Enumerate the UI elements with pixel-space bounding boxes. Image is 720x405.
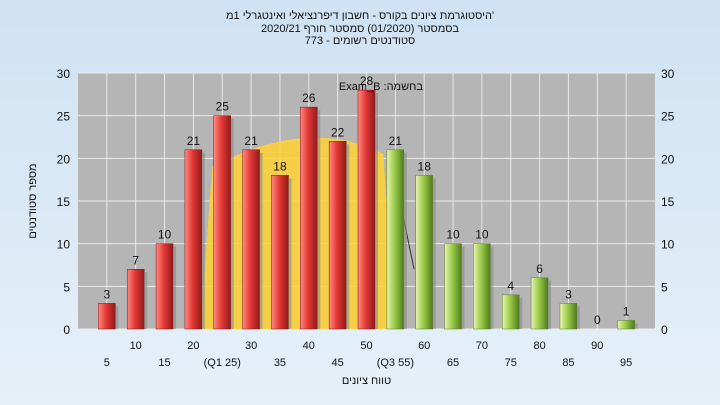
x-tick-label: (Q3 55)	[377, 357, 414, 369]
x-tick-label: 10	[130, 340, 142, 352]
bar-45	[328, 141, 347, 330]
bar-value-label: 25	[216, 100, 230, 114]
bar-shadow	[375, 93, 378, 329]
bar-value-label: 10	[475, 228, 489, 242]
y-tick-label-left: 0	[63, 323, 70, 337]
x-tick-label: 5	[104, 357, 110, 369]
y-tick-label-right: 5	[661, 280, 668, 294]
bar-25	[213, 115, 231, 330]
bar-5	[98, 303, 116, 330]
chart-subtitle-students: סטודנטים רשומים - 773	[304, 35, 416, 47]
x-tick-label: 80	[533, 340, 545, 352]
bar-value-label: 6	[536, 262, 543, 276]
x-tick-label: 85	[562, 357, 574, 369]
bar-shadow	[490, 246, 494, 329]
x-tick-label: 40	[303, 340, 315, 352]
bar-35	[271, 175, 289, 330]
bar-85	[559, 303, 578, 330]
bar-value-label: 4	[507, 279, 514, 293]
chart-title-block: היסטוגרמת ציונים בקורס - חשבון דיפרנציאל…	[0, 10, 720, 48]
y-axis-title: מספר סטודנטים	[27, 163, 39, 238]
bar-value-label: 18	[273, 159, 287, 173]
x-tick-label: 75	[505, 357, 517, 369]
bar-shadow	[634, 323, 638, 329]
bar-70	[473, 243, 491, 330]
bar-value-label: 26	[302, 91, 316, 105]
x-tick-label: (Q1 25)	[204, 357, 241, 369]
y-tick-label-left: 20	[57, 152, 71, 166]
bar-value-label: 22	[331, 125, 345, 139]
x-tick-label: 95	[620, 357, 632, 369]
bar-shadow	[259, 152, 263, 329]
x-tick-label: 20	[187, 340, 199, 352]
bar-shadow	[201, 152, 205, 329]
bar-shadow	[317, 110, 321, 329]
bar-value-label: 21	[187, 134, 201, 148]
bar-75	[502, 294, 520, 330]
x-tick-label: 35	[274, 357, 286, 369]
bar-60	[415, 175, 433, 330]
bar-shadow	[346, 144, 350, 329]
bar-40	[300, 106, 318, 330]
bar-shadow	[576, 306, 580, 329]
bar-55	[386, 149, 405, 330]
x-axis-title: טווח ציונים	[342, 375, 391, 387]
bar-shadow	[115, 306, 119, 329]
bar-10	[126, 269, 145, 330]
bar-value-label: 21	[244, 134, 258, 148]
y-tick-label-right: 30	[661, 67, 675, 81]
bar-30	[242, 149, 260, 330]
bar-shadow	[403, 152, 407, 329]
x-tick-label: 60	[418, 340, 430, 352]
bar-value-label: 7	[132, 253, 139, 267]
bar-value-label: 3	[565, 287, 572, 301]
x-tick-label: 50	[360, 340, 372, 352]
bar-shadow	[519, 297, 523, 329]
chart-subtitle-semester: בסמסטר (01/2020) סמסטר חורף 2020/21	[260, 22, 460, 35]
chart-title: היסטוגרמת ציונים בקורס - חשבון דיפרנציאל…	[225, 10, 495, 22]
bar-20	[184, 149, 203, 330]
bar-65	[444, 243, 462, 330]
bar-50	[357, 89, 376, 330]
y-tick-label-right: 0	[661, 323, 668, 337]
y-tick-label-left: 30	[57, 67, 71, 81]
y-tick-label-right: 10	[661, 238, 675, 252]
chart-annotation: Exam_B :בחשמה	[339, 81, 423, 93]
bar-value-label: 3	[104, 287, 111, 301]
bar-shadow	[144, 272, 148, 329]
x-tick-label: 30	[245, 340, 257, 352]
y-tick-label-left: 25	[57, 110, 71, 124]
bar-value-label: 18	[418, 159, 432, 173]
bar-15	[155, 243, 174, 330]
bar-value-label: 1	[623, 304, 630, 318]
bar-value-label: 21	[389, 134, 403, 148]
y-tick-label-right: 20	[661, 152, 675, 166]
x-tick-label: 45	[332, 357, 344, 369]
bar-shadow	[432, 178, 436, 329]
bar-shadow	[230, 118, 234, 330]
bar-shadow	[288, 178, 292, 329]
x-tick-label: 65	[447, 357, 459, 369]
bar-shadow	[548, 280, 552, 329]
x-tick-label: 90	[591, 340, 603, 352]
bar-value-label: 0	[594, 313, 601, 327]
y-tick-label-left: 5	[63, 280, 70, 294]
y-tick-label-left: 15	[57, 195, 71, 209]
y-tick-label-right: 15	[661, 195, 675, 209]
x-tick-label: 15	[158, 357, 170, 369]
bar-shadow	[461, 246, 465, 329]
bar-value-label: 10	[158, 228, 172, 242]
y-tick-label-left: 10	[57, 238, 71, 252]
bar-value-label: 10	[446, 228, 460, 242]
y-tick-label-right: 25	[661, 110, 675, 124]
bar-value-label: 28	[360, 74, 374, 88]
bar-80	[530, 277, 549, 330]
bar-95	[617, 320, 635, 330]
bar-shadow	[173, 246, 177, 329]
x-tick-label: 70	[476, 340, 488, 352]
